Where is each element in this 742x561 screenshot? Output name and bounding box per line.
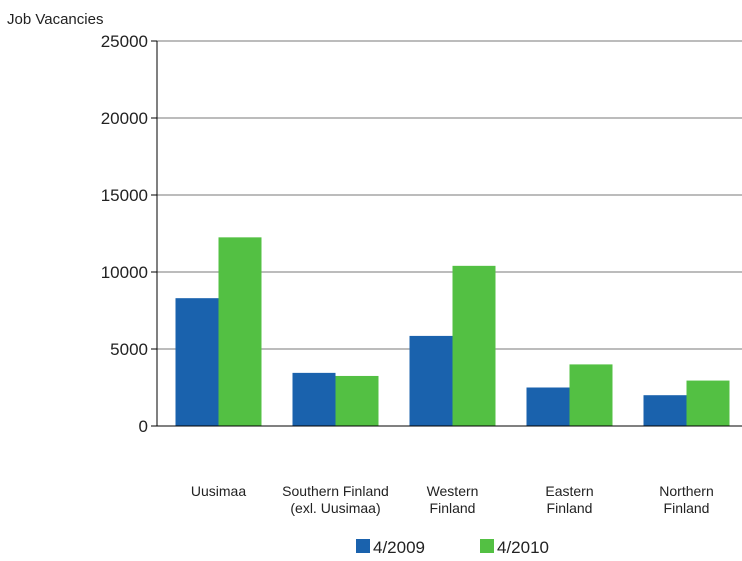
bar-series-2 <box>452 265 496 426</box>
y-tick-label: 10000 <box>101 263 148 282</box>
bar-series-1 <box>643 395 687 426</box>
y-tick-label: 5000 <box>110 340 148 359</box>
y-tick-label: 15000 <box>101 186 148 205</box>
y-tick-label: 25000 <box>101 32 148 51</box>
y-tick-labels: 0 5000 10000 15000 20000 25000 <box>101 32 148 436</box>
bar-series-1 <box>409 335 453 426</box>
bar-series-2 <box>218 237 262 426</box>
legend-swatch <box>480 539 494 553</box>
y-axis-title: Job Vacancies <box>7 11 103 28</box>
bars <box>175 237 730 426</box>
bar-series-2 <box>335 375 379 426</box>
x-tick-labels: Uusimaa Southern Finland (exl. Uusimaa) Wes… <box>191 483 714 516</box>
legend: 4/2009 4/2010 <box>356 538 549 557</box>
x-tick-label: Western Finland <box>427 483 479 516</box>
bar-series-1 <box>526 387 570 426</box>
y-tick-label: 20000 <box>101 109 148 128</box>
x-tick-label: Northern Finland <box>659 483 713 516</box>
bar-series-2 <box>569 364 613 426</box>
x-tick-label: Uusimaa <box>191 483 246 499</box>
legend-swatch <box>356 539 370 553</box>
x-tick-label: Southern Finland (exl. Uusimaa) <box>282 483 389 516</box>
bar-series-1 <box>292 372 336 426</box>
bar-series-1 <box>175 298 219 426</box>
bar-series-2 <box>686 380 730 426</box>
legend-label: 4/2009 <box>373 538 425 557</box>
x-tick-label: Eastern Finland <box>545 483 593 516</box>
y-tick-label: 0 <box>139 417 148 436</box>
legend-label: 4/2010 <box>497 538 549 557</box>
